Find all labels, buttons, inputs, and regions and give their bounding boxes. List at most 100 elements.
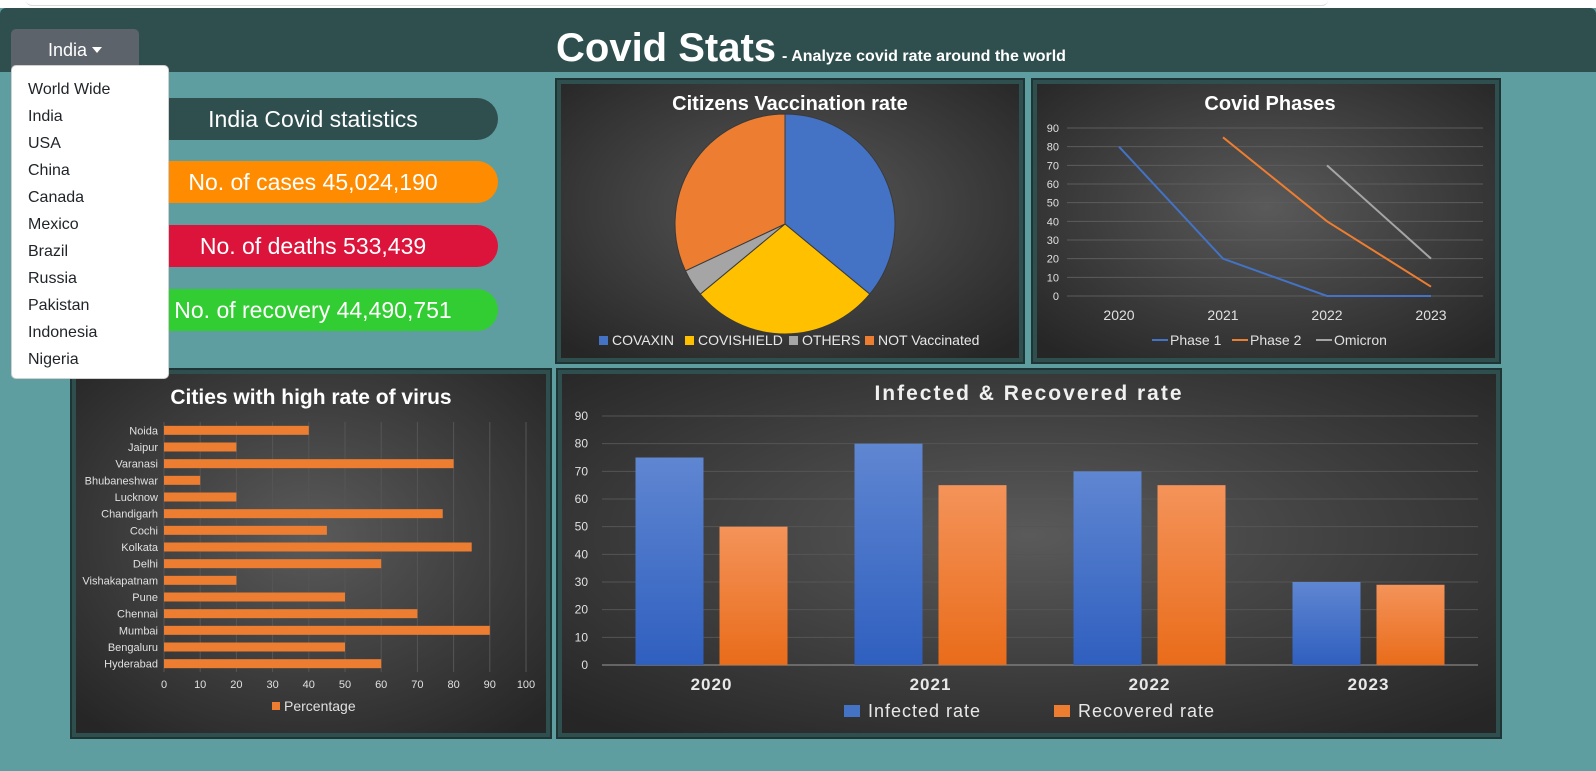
- dropdown-item[interactable]: Russia: [28, 270, 77, 287]
- x-tick-label: 2021: [1207, 307, 1238, 323]
- y-tick-label: Lucknow: [115, 492, 158, 504]
- y-tick-label: 60: [575, 492, 589, 506]
- vaccination-chart-panel: Citizens Vaccination rate COVAXIN COVISHIE…: [555, 78, 1025, 364]
- dropdown-item[interactable]: Pakistan: [28, 297, 90, 314]
- y-tick-label: 30: [575, 575, 589, 589]
- bar-bhubaneshwar: [164, 475, 201, 485]
- dropdown-item[interactable]: Brazil: [28, 243, 69, 260]
- bar-varanasi: [164, 459, 454, 469]
- dropdown-item[interactable]: China: [28, 162, 70, 179]
- y-tick-label: Bengaluru: [108, 642, 158, 654]
- y-tick-label: 40: [575, 547, 589, 561]
- x-tick-label: 60: [375, 679, 387, 691]
- bar-recovered-rate-2023: [1376, 584, 1445, 665]
- y-tick-label: 70: [1047, 160, 1059, 172]
- country-dropdown-label: India: [47, 39, 88, 60]
- legend-swatch: [1054, 705, 1070, 717]
- y-tick-label: 50: [1047, 198, 1059, 210]
- caret-down-icon: [92, 47, 103, 53]
- country-dropdown-button[interactable]: India: [11, 29, 139, 71]
- dropdown-item[interactable]: India: [28, 108, 63, 125]
- y-tick-label: Vishakapatnam: [82, 575, 158, 587]
- y-tick-label: Cochi: [130, 525, 158, 537]
- y-tick-label: 20: [575, 603, 589, 617]
- dropdown-item[interactable]: USA: [28, 135, 61, 152]
- y-tick-label: 60: [1047, 179, 1059, 191]
- chart-background: [76, 374, 546, 733]
- legend-swatch: [685, 336, 694, 345]
- y-tick-label: Chennai: [117, 609, 158, 621]
- x-tick-label: 2021: [910, 675, 952, 694]
- y-tick-label: 10: [575, 630, 589, 644]
- y-tick-label: Kolkata: [121, 542, 159, 554]
- y-tick-label: 90: [1047, 123, 1059, 135]
- y-tick-label: Jaipur: [128, 442, 158, 454]
- stats-title: India Covid statistics: [128, 98, 498, 140]
- legend-label: NOT Vaccinated: [878, 332, 979, 348]
- dropdown-item[interactable]: Mexico: [28, 216, 79, 233]
- pie-slice-covaxin: [784, 113, 896, 295]
- y-tick-label: Mumbai: [119, 625, 158, 637]
- bar-chennai: [164, 609, 418, 619]
- x-tick-label: 2022: [1129, 675, 1171, 694]
- y-tick-label: Pune: [132, 592, 158, 604]
- cities-chart-panel: Cities with high rate of virus 0 10 20 30 40 5…: [70, 368, 552, 739]
- x-tick-label: 2023: [1348, 675, 1390, 694]
- x-tick-label: 40: [303, 679, 315, 691]
- x-tick-label: 90: [484, 679, 496, 691]
- series-line-phase-2: [1222, 136, 1432, 288]
- country-dropdown-menu: World Wide India USA China Canada Mexico Brazi…: [11, 65, 169, 379]
- x-tick-label: 2023: [1415, 307, 1446, 323]
- y-tick-label: Bhubaneshwar: [85, 475, 159, 487]
- dropdown-item[interactable]: Canada: [28, 189, 85, 206]
- phases-line-chart: Covid Phases 0 10 20 30 40 50 60 70 80 90 2020 2021 2…: [1037, 84, 1495, 358]
- dropdown-item[interactable]: World Wide: [28, 81, 111, 98]
- y-tick-label: 80: [575, 437, 589, 451]
- legend-label: Phase 2: [1250, 332, 1302, 348]
- y-tick-label: Chandigarh: [101, 509, 158, 521]
- browser-top-edge: [0, 0, 1596, 8]
- x-tick-label: 80: [447, 679, 459, 691]
- page-title-group: Covid Stats - Analyze covid rate around …: [556, 26, 1066, 76]
- x-tick-label: 2020: [1103, 307, 1134, 323]
- legend-swatch: [865, 336, 874, 345]
- cases-badge: No. of cases 45,024,190: [128, 161, 498, 203]
- rates-chart-panel: Infected & Recovered rate 0 10 20 30 40 50 60 70…: [556, 368, 1502, 739]
- y-tick-label: 30: [1047, 235, 1059, 247]
- bar-cochi: [164, 525, 327, 535]
- bar-infected-rate-2022: [1073, 471, 1142, 665]
- y-tick-label: 50: [575, 520, 589, 534]
- dropdown-item[interactable]: Nigeria: [28, 351, 79, 368]
- x-tick-label: 100: [517, 679, 535, 691]
- legend-swatch: [599, 336, 608, 345]
- bar-recovered-rate-2022: [1157, 485, 1226, 665]
- bar-infected-rate-2023: [1292, 582, 1361, 665]
- bar-pune: [164, 592, 345, 602]
- recovery-badge: No. of recovery 44,490,751: [128, 289, 498, 331]
- navbar: India Covid Stats - Analyze covid rate a…: [0, 8, 1596, 72]
- bar-hyderabad: [164, 659, 382, 669]
- dropdown-item[interactable]: Indonesia: [28, 324, 98, 341]
- legend-label: Percentage: [284, 698, 356, 714]
- y-tick-label: 90: [575, 409, 589, 423]
- y-tick-label: 70: [575, 464, 589, 478]
- bar-mumbai: [164, 625, 490, 635]
- x-tick-label: 2022: [1311, 307, 1342, 323]
- y-tick-label: 0: [581, 658, 588, 672]
- pie-slice-covishield: [699, 223, 871, 335]
- bar-recovered-rate-2020: [719, 526, 788, 665]
- y-tick-label: Delhi: [133, 559, 158, 571]
- bar-infected-rate-2021: [854, 443, 923, 665]
- y-tick-label: 80: [1047, 142, 1059, 154]
- x-tick-label: 10: [194, 679, 206, 691]
- vaccination-pie-chart: Citizens Vaccination rate COVAXIN COVISHIE…: [561, 84, 1019, 358]
- chart-title: Citizens Vaccination rate: [672, 93, 908, 115]
- series-line-phase-1: [1118, 145, 1431, 297]
- phases-chart-panel: Covid Phases 0 10 20 30 40 50 60 70 80 90 2020 2021 2…: [1031, 78, 1501, 364]
- x-tick-label: 70: [411, 679, 423, 691]
- bar-lucknow: [164, 492, 237, 502]
- legend-swatch: [789, 336, 798, 345]
- y-tick-label: Noida: [129, 425, 159, 437]
- x-tick-label: 50: [339, 679, 351, 691]
- bar-infected-rate-2020: [635, 457, 704, 665]
